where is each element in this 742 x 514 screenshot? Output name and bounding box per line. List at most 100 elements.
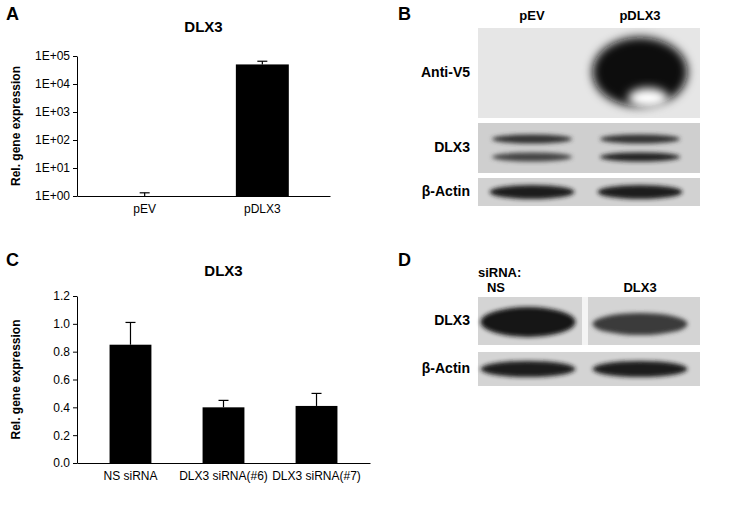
figure: A B C D 1E+00 1E+01 1E+02 1E+03 1E+04 1E+05 pEV pDL… <box>0 0 742 514</box>
blot-panel <box>478 28 700 118</box>
error-bar-cap <box>219 400 229 401</box>
blot-d: siRNA:NS DLX3 DLX3 β-Actin <box>422 265 700 386</box>
x-tick: DLX3 siRNA(#7) <box>272 463 361 483</box>
plot-area <box>110 322 338 463</box>
y-tick-mark <box>73 112 77 113</box>
blot-panel <box>478 297 700 345</box>
x-tick: pDLX3 <box>244 196 281 216</box>
band <box>481 361 576 377</box>
band <box>600 135 680 144</box>
y-tick-mark <box>73 380 77 381</box>
band <box>593 37 688 107</box>
lane-label: pDLX3 <box>619 8 660 23</box>
row-label: β-Actin <box>422 360 470 376</box>
error-bar-cap <box>140 192 150 193</box>
y-tick-label: 0.8 <box>53 345 70 359</box>
x-axis: NS siRNA DLX3 siRNA(#6) DLX3 siRNA(#7) <box>78 463 371 483</box>
y-axis-title: Rel. gene expression <box>9 319 23 439</box>
y-tick-label: 0.0 <box>53 456 70 470</box>
y-tick: 1.0 <box>53 317 77 331</box>
bar <box>296 406 338 463</box>
y-tick: 1E+05 <box>35 49 77 63</box>
band <box>492 153 572 162</box>
error-bar-cap <box>312 393 322 394</box>
y-tick-mark <box>73 407 77 408</box>
error-bar <box>140 193 150 196</box>
background <box>0 0 742 514</box>
y-tick: 1E+02 <box>35 133 77 147</box>
x-axis: pEV pDLX3 <box>78 196 331 216</box>
x-axis-line <box>78 196 331 197</box>
bar <box>236 64 289 196</box>
y-axis-title: Rel. gene expression <box>9 66 23 186</box>
band <box>492 135 572 144</box>
y-tick-mark <box>73 463 77 464</box>
y-axis-line <box>77 57 78 197</box>
plot-area <box>140 61 289 196</box>
y-tick-label: 1.0 <box>53 317 70 331</box>
y-axis: 1E+00 1E+01 1E+02 1E+03 1E+04 1E+05 <box>35 49 78 203</box>
error-bar <box>125 322 135 344</box>
x-axis-line <box>78 463 371 464</box>
row-label: Anti-V5 <box>421 64 470 80</box>
band <box>481 307 576 337</box>
blot-panel <box>478 178 700 206</box>
y-tick-mark <box>73 140 77 141</box>
y-tick-mark <box>73 168 77 169</box>
error-bar-stem <box>130 322 131 344</box>
panel-label: A <box>6 4 19 24</box>
lane-label: NS <box>487 280 505 295</box>
x-tick-label: DLX3 siRNA(#6) <box>179 469 268 483</box>
y-tick-label: 0.2 <box>53 429 70 443</box>
error-bar <box>257 61 267 64</box>
panel-label: B <box>398 4 411 24</box>
y-tick-label: 1E+05 <box>35 49 70 63</box>
blot-header: siRNA: <box>478 265 521 280</box>
x-tick-label: pDLX3 <box>244 202 281 216</box>
row-label: β-Actin <box>422 183 470 199</box>
y-tick: 1E+00 <box>35 189 77 203</box>
lane-label: DLX3 <box>623 280 656 295</box>
error-bar <box>312 393 322 406</box>
x-tick-label: pEV <box>133 202 156 216</box>
lane-gap <box>582 297 588 345</box>
row-label: DLX3 <box>434 139 470 155</box>
blot-b: pEVpDLX3Anti-V5DLX3β-Actin <box>421 8 700 206</box>
band <box>600 153 680 162</box>
panel-label: C <box>6 250 19 270</box>
y-tick: 1E+01 <box>35 161 77 175</box>
band <box>598 185 683 199</box>
y-tick: 0.8 <box>53 345 77 359</box>
x-tick-label: DLX3 siRNA(#7) <box>272 469 361 483</box>
y-tick: 1E+04 <box>35 77 77 91</box>
y-tick-label: 1E+02 <box>35 133 70 147</box>
error-bar <box>219 400 229 407</box>
chart-title: DLX3 <box>204 262 242 279</box>
x-tick: NS siRNA <box>103 463 157 483</box>
y-tick-label: 0.6 <box>53 373 70 387</box>
y-axis: 0.00.20.40.60.81.01.2 <box>53 289 77 470</box>
panel-label: D <box>398 250 411 270</box>
blot-panel <box>478 123 700 173</box>
row-label: DLX3 <box>434 312 470 328</box>
y-tick-label: 1E+01 <box>35 161 70 175</box>
x-tick: DLX3 siRNA(#6) <box>179 463 268 483</box>
y-tick: 1.2 <box>53 289 77 303</box>
y-tick-label: 1E+04 <box>35 77 70 91</box>
band <box>490 185 575 199</box>
error-bar-cap <box>125 322 135 323</box>
band <box>593 361 688 377</box>
chart-title: DLX3 <box>184 18 222 35</box>
error-bar-cap <box>257 61 267 62</box>
y-tick-mark <box>73 84 77 85</box>
y-tick-label: 1E+03 <box>35 105 70 119</box>
y-tick-mark <box>73 352 77 353</box>
y-tick: 0.0 <box>53 456 77 470</box>
y-tick-label: 1E+00 <box>35 189 70 203</box>
error-bar-stem <box>316 393 317 406</box>
y-tick-label: 1.2 <box>53 289 70 303</box>
error-bar-stem <box>223 400 224 407</box>
y-tick: 0.6 <box>53 373 77 387</box>
blot-panel <box>478 352 700 386</box>
y-tick-mark <box>73 296 77 297</box>
